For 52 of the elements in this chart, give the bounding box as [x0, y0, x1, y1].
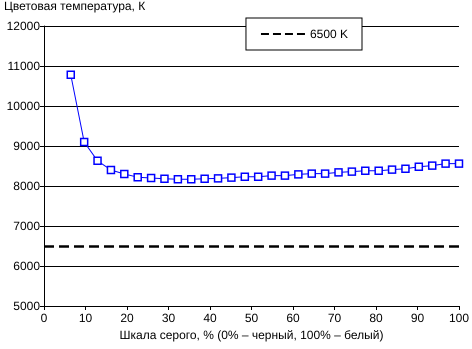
point	[308, 169, 316, 178]
legend-label: 6500 K	[310, 27, 348, 41]
y-tick-label: 5000	[13, 299, 40, 313]
point	[93, 156, 102, 166]
point	[267, 171, 276, 180]
point	[334, 168, 343, 177]
point	[160, 174, 169, 184]
y-tick-label: 8000	[13, 179, 40, 193]
y-tick-label: 11000	[8, 59, 40, 73]
x-tick-label: 40	[203, 311, 217, 325]
x-tick-label: 20	[120, 311, 134, 325]
x-tick-label: 10	[78, 311, 92, 325]
x-tick-label: 50	[244, 311, 258, 325]
point	[200, 174, 209, 184]
point	[214, 174, 222, 183]
point	[133, 172, 142, 182]
x-axis-title: Шкала серого, % (0% – черный, 100% – белый)	[120, 328, 384, 342]
point	[388, 165, 396, 174]
point	[294, 170, 303, 179]
point	[454, 159, 464, 168]
x-tick-label: 70	[328, 311, 342, 325]
point	[280, 171, 290, 180]
x-tick-label: 0	[40, 311, 48, 325]
point	[254, 172, 262, 182]
point	[320, 169, 330, 178]
point	[374, 166, 383, 176]
point	[441, 159, 450, 168]
x-tick-label: 30	[162, 311, 176, 325]
y-tick-label: 12000	[6, 19, 40, 33]
point	[348, 167, 356, 176]
y-tick-label: 10000	[6, 99, 40, 113]
point	[106, 166, 116, 174]
point	[120, 170, 129, 178]
y-tick-label: 9000	[13, 139, 40, 153]
point	[361, 166, 370, 176]
point	[428, 161, 436, 170]
y-axis-title: Цветовая температура, К	[4, 0, 146, 13]
point	[174, 174, 182, 184]
point	[186, 174, 196, 184]
point	[401, 164, 410, 174]
point	[414, 162, 424, 172]
point	[240, 172, 250, 182]
x-tick-label: 60	[286, 311, 300, 325]
point	[80, 138, 88, 146]
point	[146, 174, 156, 182]
x-tick-label: 100	[448, 311, 470, 325]
x-tick-label: 80	[369, 311, 383, 325]
y-tick-label: 7000	[13, 219, 40, 233]
point	[66, 70, 76, 80]
x-tick-label: 90	[410, 311, 424, 325]
point	[227, 173, 236, 182]
y-tick-label: 6000	[13, 259, 40, 273]
